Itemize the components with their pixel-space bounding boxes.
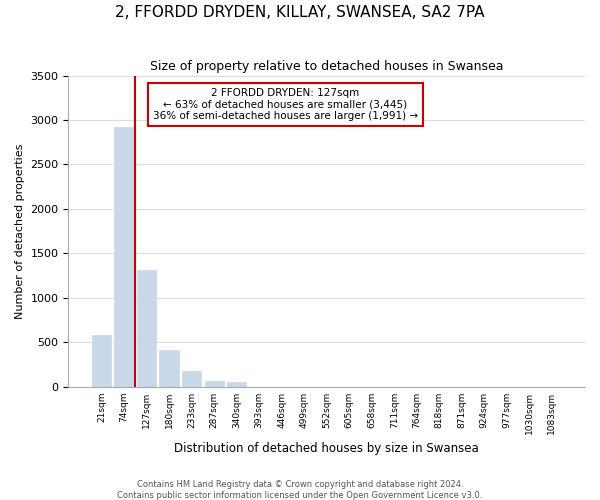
Text: 2, FFORDD DRYDEN, KILLAY, SWANSEA, SA2 7PA: 2, FFORDD DRYDEN, KILLAY, SWANSEA, SA2 7… bbox=[115, 5, 485, 20]
Bar bbox=[160, 350, 179, 387]
Bar bbox=[227, 382, 246, 386]
Bar bbox=[205, 381, 224, 386]
Text: 2 FFORDD DRYDEN: 127sqm
← 63% of detached houses are smaller (3,445)
36% of semi: 2 FFORDD DRYDEN: 127sqm ← 63% of detache… bbox=[153, 88, 418, 121]
Bar bbox=[137, 270, 156, 386]
Title: Size of property relative to detached houses in Swansea: Size of property relative to detached ho… bbox=[150, 60, 503, 73]
Bar bbox=[182, 371, 201, 386]
Text: Contains HM Land Registry data © Crown copyright and database right 2024.
Contai: Contains HM Land Registry data © Crown c… bbox=[118, 480, 482, 500]
X-axis label: Distribution of detached houses by size in Swansea: Distribution of detached houses by size … bbox=[175, 442, 479, 455]
Bar bbox=[92, 335, 111, 386]
Bar bbox=[115, 127, 134, 386]
Y-axis label: Number of detached properties: Number of detached properties bbox=[15, 144, 25, 319]
